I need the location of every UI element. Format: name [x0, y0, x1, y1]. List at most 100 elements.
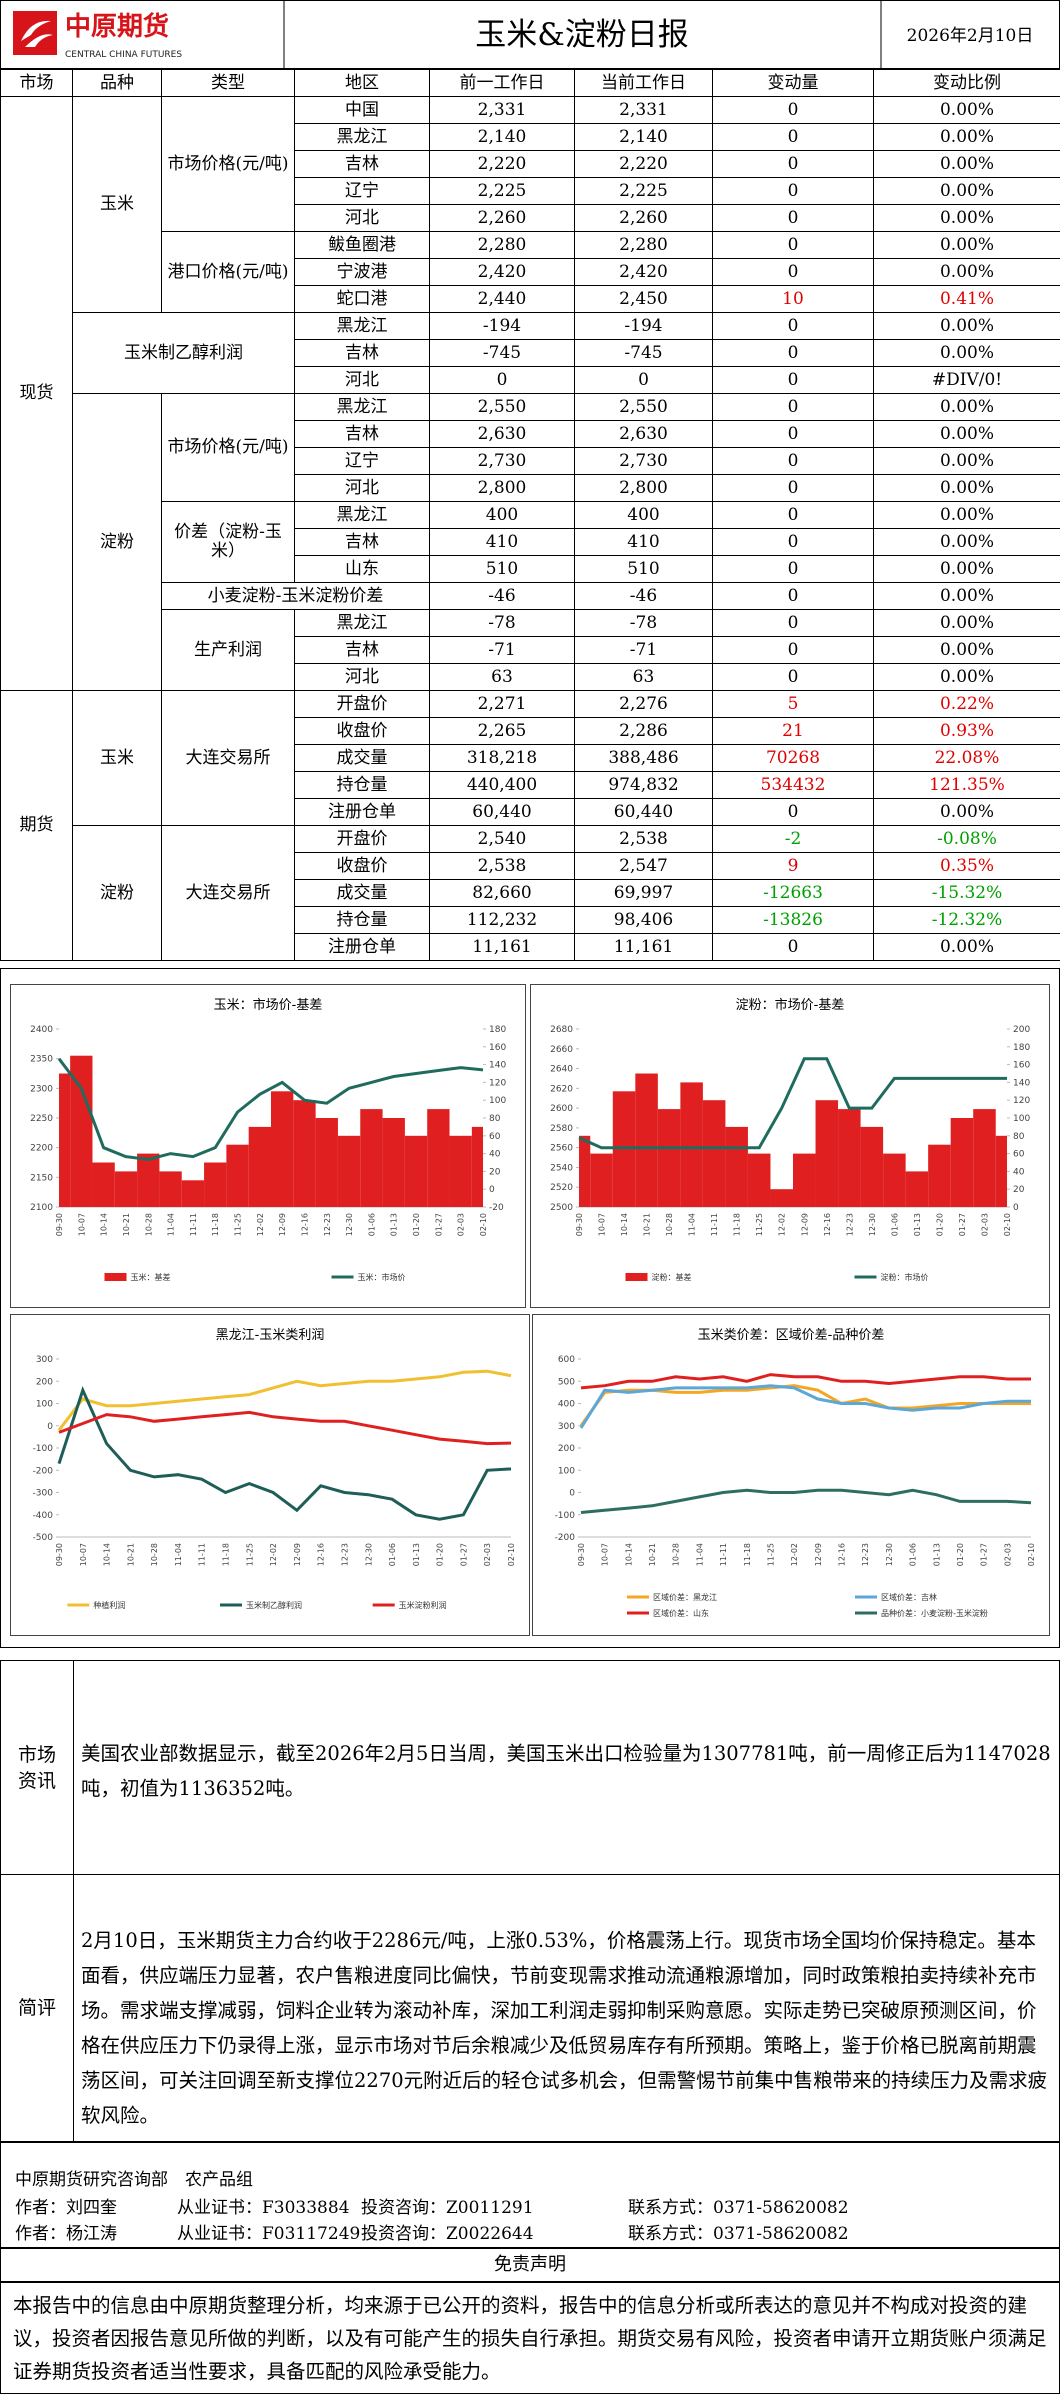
change-percent: 0.00%	[873, 528, 1060, 556]
x-tick-label: 11-04	[167, 1213, 176, 1236]
y-tick-label: 100	[36, 1400, 53, 1410]
current-value: 2,730	[574, 447, 713, 475]
column-header: 类型	[161, 69, 295, 97]
x-tick-label: 02-10	[1003, 1213, 1012, 1236]
previous-value: -745	[429, 339, 575, 367]
change: 0	[712, 474, 874, 502]
table-row: 河北 2,260 2,260 0 0.00%	[1, 204, 1060, 232]
report-date: 2026年2月10日	[907, 26, 1034, 46]
x-tick-label: 12-02	[790, 1543, 799, 1566]
previous-value: 2,220	[429, 150, 575, 178]
change-percent: 0.00%	[873, 636, 1060, 664]
x-tick-label: 10-14	[100, 1213, 109, 1236]
author-field: 从业证书：F3033884	[177, 2198, 350, 2218]
legend-label: 玉米淀粉利润	[399, 1600, 447, 1610]
type-cell: 港口价格(元/吨)	[161, 231, 295, 313]
previous-value: 0	[429, 366, 575, 394]
x-tick-label: 01-20	[956, 1543, 965, 1566]
table-row: 吉林 2,630 2,630 0 0.00%	[1, 420, 1060, 448]
series-line	[580, 1373, 1031, 1390]
disclaimer: 本报告中的信息由中原期货整理分析，均来源于已公开的资料，报告中的信息分析或所表达…	[0, 2282, 1060, 2394]
legend-label: 淀粉：基差	[652, 1272, 692, 1282]
area-segment	[181, 1180, 205, 1207]
author-field: 作者：刘四奎	[15, 2198, 117, 2218]
chart: 淀粉：市场价-基差 2500 2520 2540 2560 2580 2600 2620 264…	[530, 984, 1050, 1308]
area-segment	[635, 1073, 658, 1207]
current-value: -745	[574, 339, 713, 367]
table-row: 收盘价 2,538 2,547 9 0.35%	[1, 852, 1060, 880]
y2-tick-label: 80	[1013, 1132, 1025, 1142]
current-value: 98,406	[574, 906, 713, 934]
area-segment	[315, 1118, 338, 1207]
y2-tick-label: 160	[1013, 1061, 1030, 1071]
x-tick-label: 01-06	[890, 1213, 899, 1236]
change-percent: 0.00%	[873, 96, 1060, 124]
table-row: 注册仓单 11,161 11,161 0 0.00%	[1, 933, 1060, 961]
region: 河北	[294, 474, 430, 502]
area-segment	[70, 1055, 93, 1207]
area-segment	[449, 1135, 472, 1207]
area-segment	[382, 1118, 405, 1207]
area-segment	[92, 1162, 115, 1207]
y2-tick-label: -20	[489, 1203, 504, 1213]
current-value: 2,140	[574, 123, 713, 151]
area-segment	[793, 1153, 816, 1207]
y-tick-label: 100	[558, 1466, 575, 1476]
y2-tick-label: 160	[489, 1043, 506, 1053]
series-line	[580, 1488, 1032, 1514]
comment-label: 简评	[17, 1997, 56, 2019]
change-percent: 0.93%	[873, 717, 1060, 745]
previous-value: 510	[429, 555, 575, 583]
x-tick-label: 11-04	[695, 1543, 704, 1566]
change-percent: 0.00%	[873, 204, 1060, 232]
region: 河北	[294, 204, 430, 232]
change-percent: -0.08%	[873, 825, 1060, 853]
previous-value: 2,225	[429, 177, 575, 205]
x-tick-label: 10-28	[665, 1213, 674, 1236]
area-segment	[271, 1091, 294, 1207]
x-tick-label: 01-27	[434, 1213, 443, 1236]
legend-label: 玉米制乙醇利润	[246, 1600, 302, 1610]
current-value: -71	[574, 636, 713, 664]
change-percent: 121.35%	[873, 771, 1060, 799]
previous-value: -71	[429, 636, 575, 664]
change: -12663	[712, 879, 874, 907]
y-tick-label: 2300	[30, 1084, 53, 1094]
x-tick-label: 01-06	[367, 1213, 376, 1236]
area-segment	[725, 1126, 748, 1207]
previous-value: 11,161	[429, 933, 575, 961]
y-tick-label: 200	[36, 1377, 53, 1387]
x-tick-label: 12-16	[300, 1213, 309, 1236]
previous-value: -78	[429, 609, 575, 637]
region: 吉林	[294, 420, 430, 448]
region: 开盘价	[294, 690, 430, 718]
x-tick-label: 11-18	[733, 1213, 742, 1236]
x-tick-label: 12-16	[838, 1543, 847, 1566]
logo-mark	[13, 11, 57, 55]
previous-value: 82,660	[429, 879, 575, 907]
variety-cell: 玉米	[72, 96, 162, 313]
y-tick-label: -400	[33, 1511, 54, 1521]
change-percent: -15.32%	[873, 879, 1060, 907]
y-tick-label: -500	[33, 1533, 54, 1543]
current-value: 2,331	[574, 96, 713, 124]
x-tick-label: 12-16	[823, 1213, 832, 1236]
x-tick-label: 10-21	[643, 1213, 652, 1236]
series-line	[578, 1057, 1007, 1150]
comment-section: 简评 2月10日，玉米期货主力合约收于2286元/吨，上涨0.53%，价格震荡上…	[0, 1874, 1060, 2142]
table-row: 山东 510 510 0 0.00%	[1, 555, 1060, 583]
column-header: 当前工作日	[574, 69, 713, 97]
change: 0	[712, 339, 874, 367]
x-tick-label: 11-11	[198, 1543, 207, 1566]
change-percent: #DIV/0!	[873, 366, 1060, 394]
area-segment	[137, 1153, 160, 1207]
y-tick-label: 2400	[30, 1025, 53, 1035]
previous-value: 2,538	[429, 852, 575, 880]
change-percent: 0.00%	[873, 150, 1060, 178]
table-row: 黑龙江 2,140 2,140 0 0.00%	[1, 123, 1060, 151]
change: 5	[712, 690, 874, 718]
region: 收盘价	[294, 852, 430, 880]
change: 0	[712, 366, 874, 394]
previous-value: 410	[429, 528, 575, 556]
area-segment	[159, 1171, 182, 1207]
